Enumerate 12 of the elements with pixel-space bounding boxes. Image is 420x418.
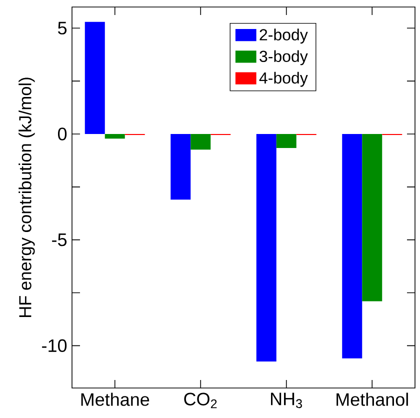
- legend-label: 2-body: [260, 28, 308, 44]
- x-tick-label: NH$_{3}$: [271, 392, 302, 408]
- y-tick-label: 5: [58, 22, 67, 34]
- legend-label: 3-body: [260, 50, 308, 66]
- x-tick-label: CO$_{2}$: [184, 392, 217, 408]
- legend-label: 4-body: [259, 72, 308, 87]
- y-tick-label: -10: [42, 339, 67, 352]
- y-axis-title: HF energy contribution (kJ/mol): [18, 78, 35, 317]
- y-tick-label: -5: [52, 234, 67, 246]
- x-tick-label: Methane: [81, 392, 150, 406]
- x-tick-label: Methanol: [336, 392, 408, 406]
- y-tick-label: 0: [58, 128, 67, 140]
